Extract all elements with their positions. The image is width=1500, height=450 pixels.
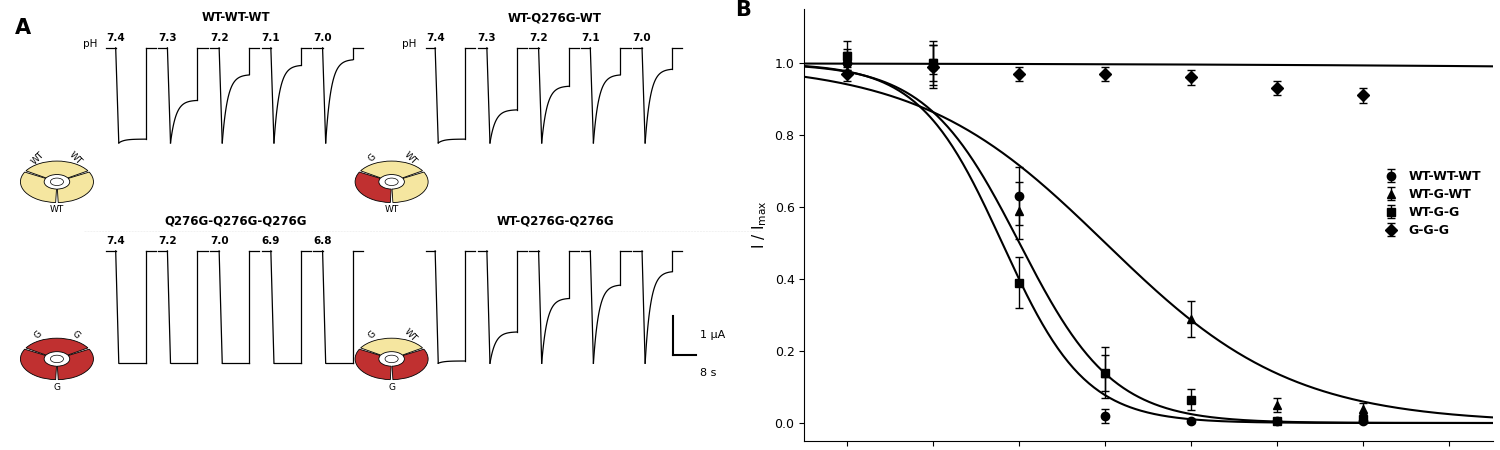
Text: G: G: [388, 382, 394, 392]
Text: WT: WT: [50, 205, 64, 214]
Wedge shape: [57, 349, 93, 380]
Wedge shape: [356, 172, 392, 202]
Text: 7.3: 7.3: [158, 33, 177, 43]
Text: 6.9: 6.9: [261, 236, 280, 246]
Text: WT: WT: [68, 150, 84, 166]
Wedge shape: [21, 172, 57, 202]
Text: 7.2: 7.2: [210, 33, 228, 43]
Text: 7.0: 7.0: [210, 236, 228, 246]
Text: pH: pH: [402, 39, 417, 49]
Text: Q276G-Q276G-Q276G: Q276G-Q276G-Q276G: [165, 214, 308, 227]
Circle shape: [51, 178, 63, 185]
Text: 7.4: 7.4: [106, 236, 124, 246]
Text: WT-Q276G-WT: WT-Q276G-WT: [509, 11, 602, 24]
Text: G: G: [368, 329, 378, 341]
Text: G: G: [368, 153, 378, 164]
Circle shape: [386, 178, 398, 185]
Text: B: B: [735, 0, 752, 20]
Text: WT: WT: [402, 327, 418, 343]
Wedge shape: [392, 349, 427, 380]
Legend: WT-WT-WT, WT-G-WT, WT-G-G, G-G-G: WT-WT-WT, WT-G-WT, WT-G-G, G-G-G: [1376, 165, 1486, 242]
Wedge shape: [21, 349, 57, 380]
Text: G: G: [33, 329, 44, 341]
Text: 7.4: 7.4: [106, 33, 124, 43]
Text: G: G: [70, 329, 81, 341]
Wedge shape: [356, 349, 392, 380]
Text: 7.0: 7.0: [314, 33, 332, 43]
Text: 7.1: 7.1: [580, 33, 600, 43]
Wedge shape: [57, 172, 93, 202]
Wedge shape: [26, 338, 88, 355]
Text: WT-WT-WT: WT-WT-WT: [201, 11, 270, 24]
Text: WT: WT: [402, 150, 418, 166]
Circle shape: [51, 355, 63, 363]
Text: pH: pH: [82, 39, 98, 49]
Wedge shape: [360, 338, 423, 355]
Text: A: A: [15, 18, 32, 38]
Wedge shape: [26, 161, 88, 178]
Text: WT-Q276G-Q276G: WT-Q276G-Q276G: [496, 214, 614, 227]
Text: 6.8: 6.8: [314, 236, 332, 246]
Text: 7.2: 7.2: [158, 236, 177, 246]
Text: WT: WT: [30, 150, 46, 166]
Wedge shape: [360, 161, 423, 178]
Wedge shape: [392, 172, 427, 202]
Text: 7.2: 7.2: [530, 33, 548, 43]
Text: 8 s: 8 s: [699, 368, 715, 378]
Text: G: G: [54, 382, 60, 392]
Text: 7.0: 7.0: [633, 33, 651, 43]
Y-axis label: I / I$_\mathregular{max}$: I / I$_\mathregular{max}$: [750, 201, 770, 249]
Text: 7.4: 7.4: [426, 33, 444, 43]
Text: 1 μA: 1 μA: [699, 330, 724, 340]
Circle shape: [386, 355, 398, 363]
Text: 7.1: 7.1: [261, 33, 280, 43]
Text: 7.3: 7.3: [477, 33, 496, 43]
Text: WT: WT: [384, 205, 399, 214]
